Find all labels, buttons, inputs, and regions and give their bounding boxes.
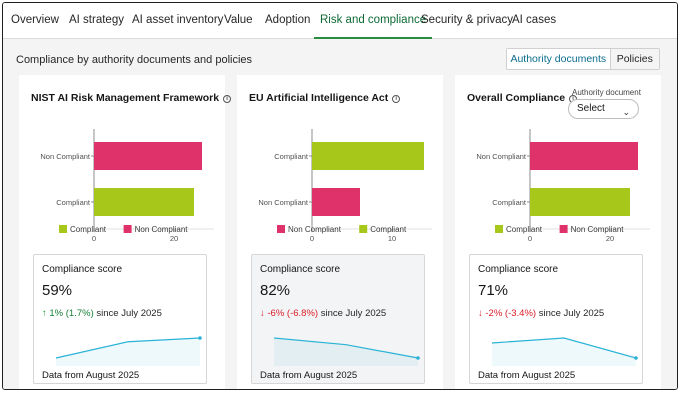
tab-ai-asset-inventory[interactable]: AI asset inventory (132, 14, 224, 26)
sparkline-area (492, 338, 636, 366)
x-tick-label: 0 (528, 234, 532, 243)
authority-document-select[interactable]: Select ⌄ (568, 99, 639, 119)
bar-compliant (530, 188, 630, 216)
card-title: NIST AI Risk Management Framework i (31, 92, 232, 104)
data-date: Data from August 2025 (260, 370, 358, 381)
x-tick-label: 0 (310, 234, 314, 243)
change-period: since July 2025 (320, 308, 387, 319)
arrow-down-icon: ↓ (260, 308, 265, 319)
bar-compliant (312, 142, 424, 170)
compliance-score-tile[interactable]: Compliance score 82% ↓ -6% (-6.8%) since… (251, 254, 425, 384)
score-label: Compliance score (42, 264, 123, 275)
tab-value[interactable]: Value (224, 14, 253, 26)
chevron-down-icon: ⌄ (622, 107, 630, 117)
legend-swatch (495, 225, 503, 233)
x-tick-label: 0 (92, 234, 96, 243)
score-label: Compliance score (478, 264, 559, 275)
score-value: 59% (42, 282, 73, 299)
arrow-up-icon: ↑ (42, 308, 47, 319)
data-date: Data from August 2025 (42, 370, 140, 381)
info-icon[interactable]: i (223, 95, 232, 103)
legend-label: Non Compliant (135, 225, 189, 234)
toggle-authority-documents[interactable]: Authority documents (507, 49, 610, 69)
x-tick-label: 20 (606, 234, 614, 243)
tab-bar: Overview AI strategy AI asset inventory … (3, 3, 677, 39)
card-eu-ai-act: EU Artificial Intelligence Act i Complian… (237, 75, 443, 389)
category-label: Compliant (492, 198, 527, 207)
legend-label: Compliant (70, 225, 107, 234)
score-sparkline (491, 337, 638, 366)
legend-label: Compliant (506, 225, 543, 234)
tab-overview[interactable]: Overview (11, 14, 59, 26)
score-value: 82% (260, 282, 291, 299)
bar-non-compliant (94, 142, 202, 170)
app-frame: Overview AI strategy AI asset inventory … (2, 2, 678, 390)
score-label: Compliance score (260, 264, 341, 275)
change-value: -6% (-6.8%) (267, 308, 319, 319)
arrow-down-icon: ↓ (478, 308, 483, 319)
compliance-score-tile[interactable]: Compliance score 59% ↑ 1% (1.7%) since J… (33, 254, 207, 384)
x-tick-label: 10 (388, 234, 396, 243)
card-title: EU Artificial Intelligence Act i (249, 92, 401, 104)
legend-swatch (277, 225, 285, 233)
sparkline-area (274, 338, 418, 366)
bar-non-compliant (312, 188, 360, 216)
dropdown-label: Authority document (572, 88, 641, 97)
sparkline-line (491, 337, 637, 359)
score-change: ↑ 1% (1.7%) since July 2025 (42, 308, 162, 319)
category-label: Compliant (56, 198, 91, 207)
sparkline-endpoint (416, 356, 420, 360)
score-change: ↓ -6% (-6.8%) since July 2025 (260, 308, 386, 319)
toggle-policies[interactable]: Policies (609, 49, 659, 69)
section-title: Compliance by authority documents and po… (16, 54, 253, 66)
legend-swatch (59, 225, 67, 233)
x-tick-label: 20 (170, 234, 178, 243)
legend-label: Compliant (370, 225, 407, 234)
change-value: -2% (-3.4%) (485, 308, 537, 319)
legend-label: Non Compliant (288, 225, 342, 234)
score-change: ↓ -2% (-3.4%) since July 2025 (478, 308, 604, 319)
legend-label: Non Compliant (571, 225, 625, 234)
sparkline-endpoint (634, 356, 638, 360)
card-nist: NIST AI Risk Management Framework i Non C… (19, 75, 232, 389)
category-label: Non Compliant (476, 152, 527, 161)
change-value: 1% (1.7%) (49, 308, 94, 319)
bar-non-compliant (530, 142, 638, 170)
compliance-score-tile[interactable]: Compliance score 71% ↓ -2% (-3.4%) since… (469, 254, 643, 384)
legend-swatch (123, 225, 132, 233)
score-sparkline (55, 336, 202, 366)
tab-adoption[interactable]: Adoption (265, 14, 311, 26)
bar-compliant (94, 188, 194, 216)
tab-ai-strategy[interactable]: AI strategy (69, 14, 124, 26)
score-value: 71% (478, 282, 509, 299)
view-toggle: Authority documents Policies (506, 48, 660, 70)
info-icon[interactable]: i (392, 95, 401, 103)
sparkline-area (56, 338, 200, 366)
sparkline-line (273, 337, 419, 359)
change-period: since July 2025 (96, 308, 162, 319)
category-label: Non Compliant (258, 198, 309, 207)
data-date: Data from August 2025 (478, 370, 576, 381)
change-period: since July 2025 (538, 308, 605, 319)
section-header: Compliance by authority documents and po… (3, 39, 677, 81)
sparkline-endpoint (198, 336, 202, 340)
category-label: Compliant (274, 152, 309, 161)
card-overall-compliance: Overall Compliancei Authority document S… (455, 75, 661, 389)
legend-swatch (559, 225, 568, 233)
score-sparkline (273, 337, 420, 366)
tab-ai-cases[interactable]: AI cases (512, 14, 557, 26)
category-label: Non Compliant (40, 152, 91, 161)
sparkline-line (55, 337, 201, 359)
legend-swatch (359, 225, 368, 233)
tab-risk-and-compliance[interactable]: Risk and compliance (314, 3, 433, 39)
tab-security-privacy[interactable]: Security & privacy (421, 14, 514, 26)
